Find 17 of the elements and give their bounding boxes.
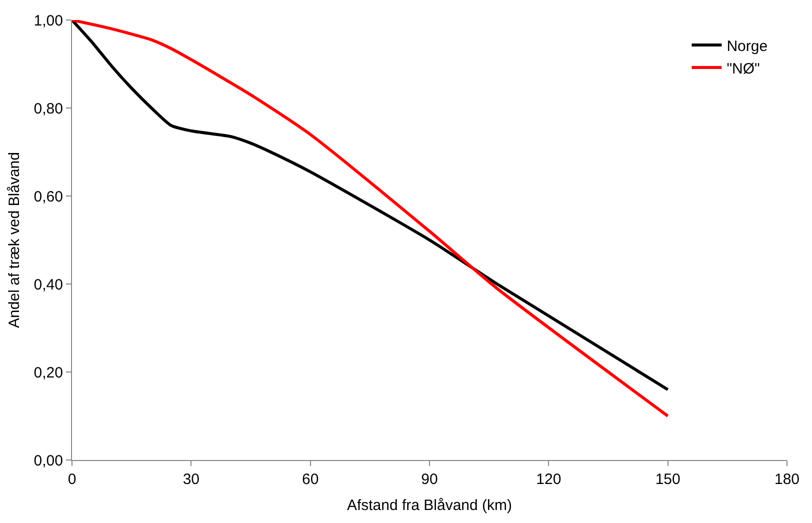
x-tick-label: 30 [182,471,200,488]
x-tick-label: 0 [68,471,76,488]
y-tick-label: 0,40 [34,276,63,294]
y-tick-label: 0,60 [34,188,63,206]
y-tick-label: 1,00 [34,12,63,30]
x-tick-label: 60 [302,471,319,488]
y-tick-label: 0,80 [34,100,63,118]
x-tick-label: 180 [774,471,800,488]
y-axis-title: Andel af træk ved Blåvand [6,152,24,328]
x-tick-label: 90 [421,471,438,488]
legend-label: Norge [726,38,768,55]
x-tick-label: 150 [655,471,680,488]
y-tick-label: 0,00 [34,452,63,470]
x-tick-label: 120 [536,471,562,488]
x-axis-title: Afstand fra Blåvand (km) [346,497,512,514]
y-tick-label: 0,20 [34,364,63,382]
legend-label: "NØ" [726,60,760,78]
